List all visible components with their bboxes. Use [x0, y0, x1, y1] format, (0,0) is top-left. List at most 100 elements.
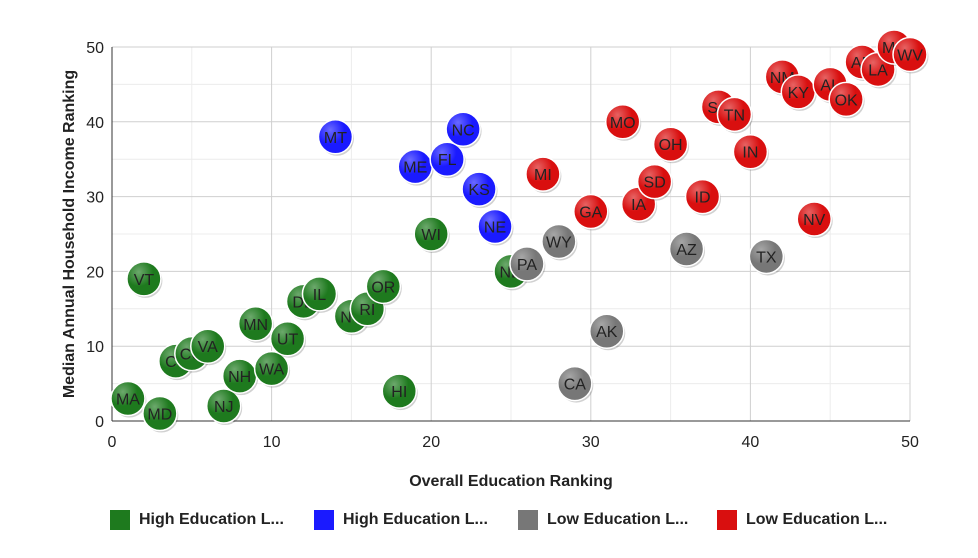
- data-point-label: IL: [313, 287, 326, 304]
- data-point: MI: [525, 156, 562, 194]
- data-point-label: VT: [134, 272, 155, 289]
- data-point-label: UT: [277, 332, 299, 349]
- data-point: MD: [142, 395, 179, 433]
- data-point: MO: [604, 104, 642, 141]
- y-tick-label: 10: [86, 339, 104, 356]
- legend-swatch-red: [717, 510, 737, 530]
- data-point-highlight: [398, 149, 433, 184]
- data-point-label: PA: [517, 257, 537, 274]
- data-point-highlight: [637, 164, 672, 199]
- legend-item-low-education-red[interactable]: Low Education L...: [717, 506, 887, 534]
- data-point-label: TX: [756, 249, 777, 266]
- data-point-highlight: [382, 374, 417, 409]
- data-point: CA: [557, 365, 594, 403]
- data-point-highlight: [366, 269, 401, 304]
- data-point-highlight: [893, 37, 927, 72]
- data-point-label: WY: [546, 234, 572, 251]
- data-point: HI: [381, 373, 418, 411]
- data-point: UT: [269, 320, 307, 358]
- data-point: TX: [748, 238, 785, 276]
- data-point-label: KY: [788, 85, 810, 102]
- data-point-highlight: [190, 329, 225, 364]
- data-point: KY: [780, 74, 817, 111]
- legend-item-high-education-blue[interactable]: High Education L...: [314, 506, 488, 534]
- data-point-highlight: [669, 231, 704, 266]
- data-point-highlight: [829, 82, 864, 117]
- data-point-highlight: [797, 202, 832, 237]
- data-point-highlight: [318, 119, 353, 154]
- data-point-highlight: [270, 321, 305, 356]
- data-point: MN: [237, 306, 275, 343]
- data-point-label: IA: [631, 197, 646, 214]
- data-point-highlight: [430, 142, 465, 177]
- data-point: LA: [860, 51, 897, 89]
- data-point: NC: [445, 111, 482, 149]
- data-point-highlight: [573, 194, 608, 229]
- legend-swatch-gray: [518, 510, 538, 530]
- data-point: IN: [732, 133, 769, 171]
- data-point: NE: [477, 208, 514, 246]
- data-point-label: IN: [742, 145, 758, 162]
- data-point-label: MN: [243, 317, 268, 334]
- data-point-highlight: [685, 179, 720, 214]
- data-point: WV: [892, 36, 929, 74]
- data-point: MA: [110, 380, 147, 418]
- points-layer: MAVTMDCTCOVANJNHMNWAUTDEILNYRIORHIWINDMT…: [110, 29, 929, 433]
- data-point: MT: [317, 119, 354, 156]
- data-point-label: GA: [579, 205, 602, 222]
- y-tick-label: 50: [86, 40, 104, 57]
- data-point: VT: [126, 261, 163, 298]
- data-point-label: WI: [421, 227, 441, 244]
- legend-label: Low Education L...: [547, 511, 689, 528]
- data-point-label: NE: [484, 220, 506, 237]
- data-point-highlight: [414, 217, 449, 251]
- y-axis-title: Median Annual Household Income Ranking: [61, 70, 78, 398]
- data-point: OR: [365, 268, 402, 306]
- data-point-highlight: [302, 276, 337, 311]
- legend-label: High Education L...: [139, 511, 284, 528]
- data-point-highlight: [142, 396, 177, 431]
- data-point-label: TN: [724, 107, 745, 124]
- data-point-label: SD: [644, 175, 666, 192]
- data-point-label: FL: [438, 152, 457, 169]
- data-point-label: ME: [403, 160, 427, 177]
- data-point: NH: [221, 358, 259, 396]
- data-point-highlight: [238, 306, 273, 341]
- data-point: NJ: [205, 388, 243, 426]
- data-point-label: MT: [324, 130, 347, 147]
- x-axis-title: Overall Education Ranking: [409, 473, 613, 490]
- data-point-highlight: [110, 381, 145, 416]
- data-point-highlight: [509, 246, 544, 281]
- data-point-highlight: [525, 157, 560, 192]
- data-point: OK: [828, 81, 865, 119]
- axis-layer: 0 10 20 30 40 50 0 10 20 30 40 50: [86, 40, 919, 451]
- legend-label: Low Education L...: [746, 511, 888, 528]
- data-point-label: OK: [835, 92, 858, 109]
- data-point-highlight: [206, 389, 241, 424]
- data-point-label: OR: [371, 279, 395, 296]
- legend-item-low-education-gray[interactable]: Low Education L...: [518, 506, 688, 534]
- data-point-highlight: [478, 209, 513, 244]
- data-point-highlight: [254, 351, 289, 386]
- x-tick-label: 50: [901, 434, 919, 451]
- data-point: WA: [253, 350, 291, 388]
- data-point-label: KS: [468, 182, 489, 199]
- data-point: ME: [397, 148, 434, 186]
- data-point: FL: [429, 141, 466, 179]
- data-point: IL: [301, 276, 338, 313]
- legend-item-high-education-green[interactable]: High Education L...: [110, 506, 284, 534]
- data-point-label: NC: [452, 122, 475, 139]
- data-point: WY: [541, 223, 578, 261]
- data-point-highlight: [126, 261, 161, 296]
- data-point-highlight: [749, 239, 784, 274]
- data-point-label: WA: [259, 362, 285, 379]
- data-point-label: AZ: [676, 242, 697, 259]
- legend-label: High Education L...: [343, 511, 488, 528]
- data-point: PA: [509, 246, 546, 283]
- data-point-highlight: [589, 314, 624, 349]
- data-point-label: ID: [695, 190, 711, 207]
- data-point-label: NH: [228, 369, 251, 386]
- y-tick-label: 40: [86, 115, 104, 132]
